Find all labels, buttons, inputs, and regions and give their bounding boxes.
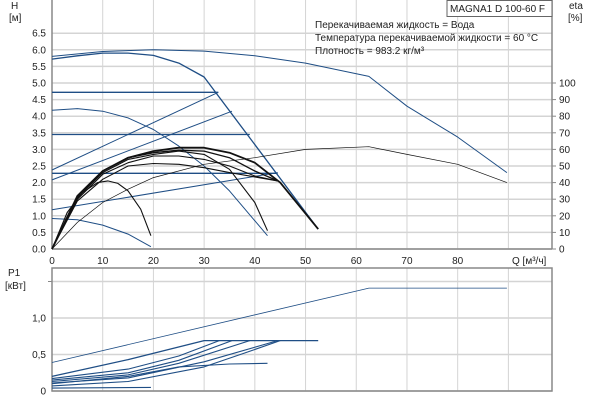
efficiency-curve-15 <box>51 150 269 250</box>
y2-tick-label: 70 <box>559 128 571 139</box>
power-curve-0 <box>51 287 507 363</box>
y-tick-label: 1.5 <box>32 195 46 206</box>
x-tick-label: 0 <box>49 256 55 267</box>
p1-tick-label: 0,5 <box>32 350 46 361</box>
model-title: MAGNA1 D 100-60 F <box>450 4 545 15</box>
y2-tick-label: 50 <box>559 162 571 173</box>
x-tick-label: 80 <box>452 256 464 267</box>
x-axis-label-q: Q [м³/ч] <box>512 256 547 267</box>
y-tick-label: 5.5 <box>32 62 46 73</box>
efficiency-curve-12 <box>51 149 278 250</box>
head-curve-5 <box>51 91 219 171</box>
y2-tick-label: 40 <box>559 178 571 189</box>
efficiency-curve-11 <box>51 146 319 250</box>
efficiency-curve-16 <box>51 180 152 250</box>
power-curve-4 <box>51 340 250 383</box>
y2-tick-label: 10 <box>559 228 571 239</box>
y2-tick-label: 90 <box>559 95 571 106</box>
efficiency-curve-13 <box>51 155 278 250</box>
model-box <box>446 0 553 17</box>
x-tick-label: 60 <box>351 256 363 267</box>
info-line-fluid: Перекачиваемая жидкость = Вода <box>315 20 475 31</box>
p1-tick-label: 0 <box>40 387 46 398</box>
y-axis-unit-h: [м] <box>9 13 22 24</box>
p1-tick-label: 1,0 <box>32 314 46 325</box>
power-curve-7 <box>51 362 268 385</box>
info-line-temperature: Температура перекачиваемой жидкости = 60… <box>315 33 538 44</box>
y-tick-label: 3.0 <box>32 145 46 156</box>
y-tick-label: 5.0 <box>32 79 46 90</box>
y2-tick-label: 100 <box>559 79 576 90</box>
y2-tick-label: 30 <box>559 195 571 206</box>
x-tick-label: 10 <box>97 256 109 267</box>
y-tick-label: 4.5 <box>32 95 46 106</box>
head-curve-8 <box>51 108 268 237</box>
y-tick-label: 6.0 <box>32 45 46 56</box>
y2-axis-label-eta: eta <box>569 1 583 12</box>
x-tick-label: 30 <box>199 256 211 267</box>
y-tick-label: 6.5 <box>32 29 46 40</box>
head-curve-7 <box>51 172 278 211</box>
power-curve-1 <box>51 339 319 378</box>
y-tick-label: 0.5 <box>32 228 46 239</box>
power-curve-3 <box>51 340 233 381</box>
head-curve-6 <box>51 110 233 181</box>
y-tick-label: 1.0 <box>32 211 46 222</box>
power-curve-8 <box>51 386 151 389</box>
y-tick-label: 2.0 <box>32 178 46 189</box>
efficiency-curve-10 <box>51 146 508 250</box>
y-tick-label: 3.5 <box>32 128 46 139</box>
y-axis-label-h: H <box>11 1 18 12</box>
x-tick-label: 50 <box>300 256 312 267</box>
y-axis-label-p1: P1 <box>8 268 21 279</box>
info-line-density: Плотность = 983.2 кг/м³ <box>315 46 425 57</box>
y-tick-label: 4.0 <box>32 112 46 123</box>
power-curve-2 <box>51 340 220 380</box>
head-curve-1 <box>51 52 319 230</box>
efficiency-curve-14 <box>51 162 278 250</box>
power-curve-6 <box>51 340 281 387</box>
head-curve-0 <box>51 49 508 174</box>
y2-tick-label: 20 <box>559 211 571 222</box>
y2-tick-label: 0 <box>559 245 565 256</box>
y2-tick-label: 60 <box>559 145 571 156</box>
y2-axis-unit-eta: [%] <box>568 13 583 24</box>
y2-tick-label: 80 <box>559 112 571 123</box>
head-curve-9 <box>51 218 152 248</box>
x-tick-label: 40 <box>249 256 261 267</box>
y-axis-unit-p1: [кВт] <box>5 281 26 292</box>
x-tick-label: 70 <box>401 256 413 267</box>
power-plot-frame <box>51 267 553 392</box>
y-tick-label: 0.0 <box>32 245 46 256</box>
y-tick-label: 2.5 <box>32 162 46 173</box>
x-tick-label: 20 <box>148 256 160 267</box>
